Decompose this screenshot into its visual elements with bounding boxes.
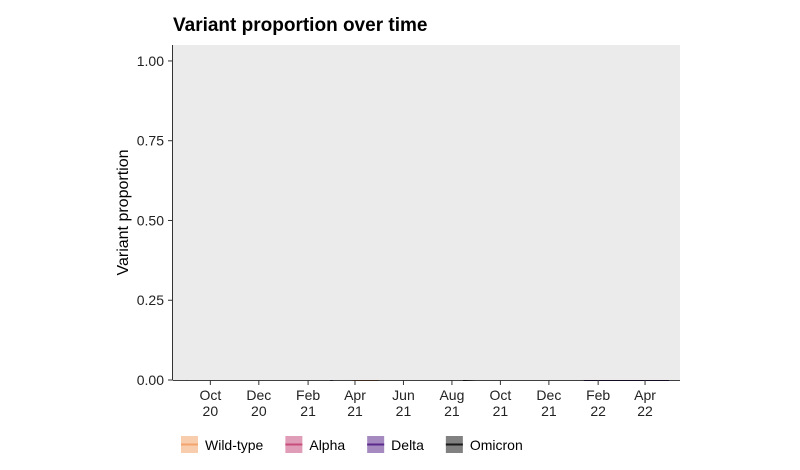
y-axis-ticks: 0.00 0.25 0.50 0.75 1.00 — [137, 53, 173, 388]
legend-item-omicron: Omicron — [445, 436, 523, 453]
legend-label: Delta — [391, 437, 424, 453]
x-tick-label-year: 21 — [396, 403, 412, 419]
x-tick-label-month: Apr — [634, 387, 656, 403]
legend-item-delta: Delta — [367, 436, 424, 453]
x-tick-label-year: 22 — [590, 403, 606, 419]
x-tick-label-year: 21 — [347, 403, 363, 419]
x-tick-label-year: 20 — [203, 403, 219, 419]
panel-background — [173, 45, 680, 380]
x-tick-label-year: 20 — [251, 403, 267, 419]
chart-title: Variant proportion over time — [173, 15, 427, 36]
x-tick-label-month: Aug — [439, 387, 464, 403]
x-axis-ticks: Oct20Dec20Feb21Apr21Jun21Aug21Oct21Dec21… — [199, 380, 656, 419]
x-tick-label-year: 21 — [541, 403, 557, 419]
y-tick-label: 0.00 — [137, 372, 164, 388]
y-tick-label: 0.75 — [137, 133, 164, 149]
legend-label: Omicron — [470, 437, 523, 453]
x-tick-label-year: 21 — [493, 403, 509, 419]
x-tick-label-month: Feb — [296, 387, 320, 403]
x-tick-label-year: 21 — [444, 403, 460, 419]
legend: Wild-type Alpha Delta Omicron — [181, 436, 523, 453]
x-tick-label-year: 21 — [300, 403, 316, 419]
legend-label: Alpha — [309, 437, 345, 453]
legend-item-alpha: Alpha — [285, 436, 345, 453]
x-tick-label-month: Oct — [490, 387, 512, 403]
y-axis-title: Variant proportion — [115, 150, 132, 276]
x-tick-label-month: Jun — [392, 387, 415, 403]
y-tick-label: 0.25 — [137, 292, 164, 308]
x-tick-label-month: Feb — [586, 387, 610, 403]
x-tick-label-month: Dec — [536, 387, 561, 403]
x-tick-label-month: Dec — [246, 387, 271, 403]
legend-label: Wild-type — [205, 437, 264, 453]
legend-item-wild-type: Wild-type — [181, 436, 264, 453]
y-tick-label: 1.00 — [137, 53, 164, 69]
x-tick-label-month: Oct — [199, 387, 221, 403]
y-tick-label: 0.50 — [137, 212, 164, 228]
x-tick-label-month: Apr — [344, 387, 366, 403]
x-tick-label-year: 22 — [637, 403, 653, 419]
